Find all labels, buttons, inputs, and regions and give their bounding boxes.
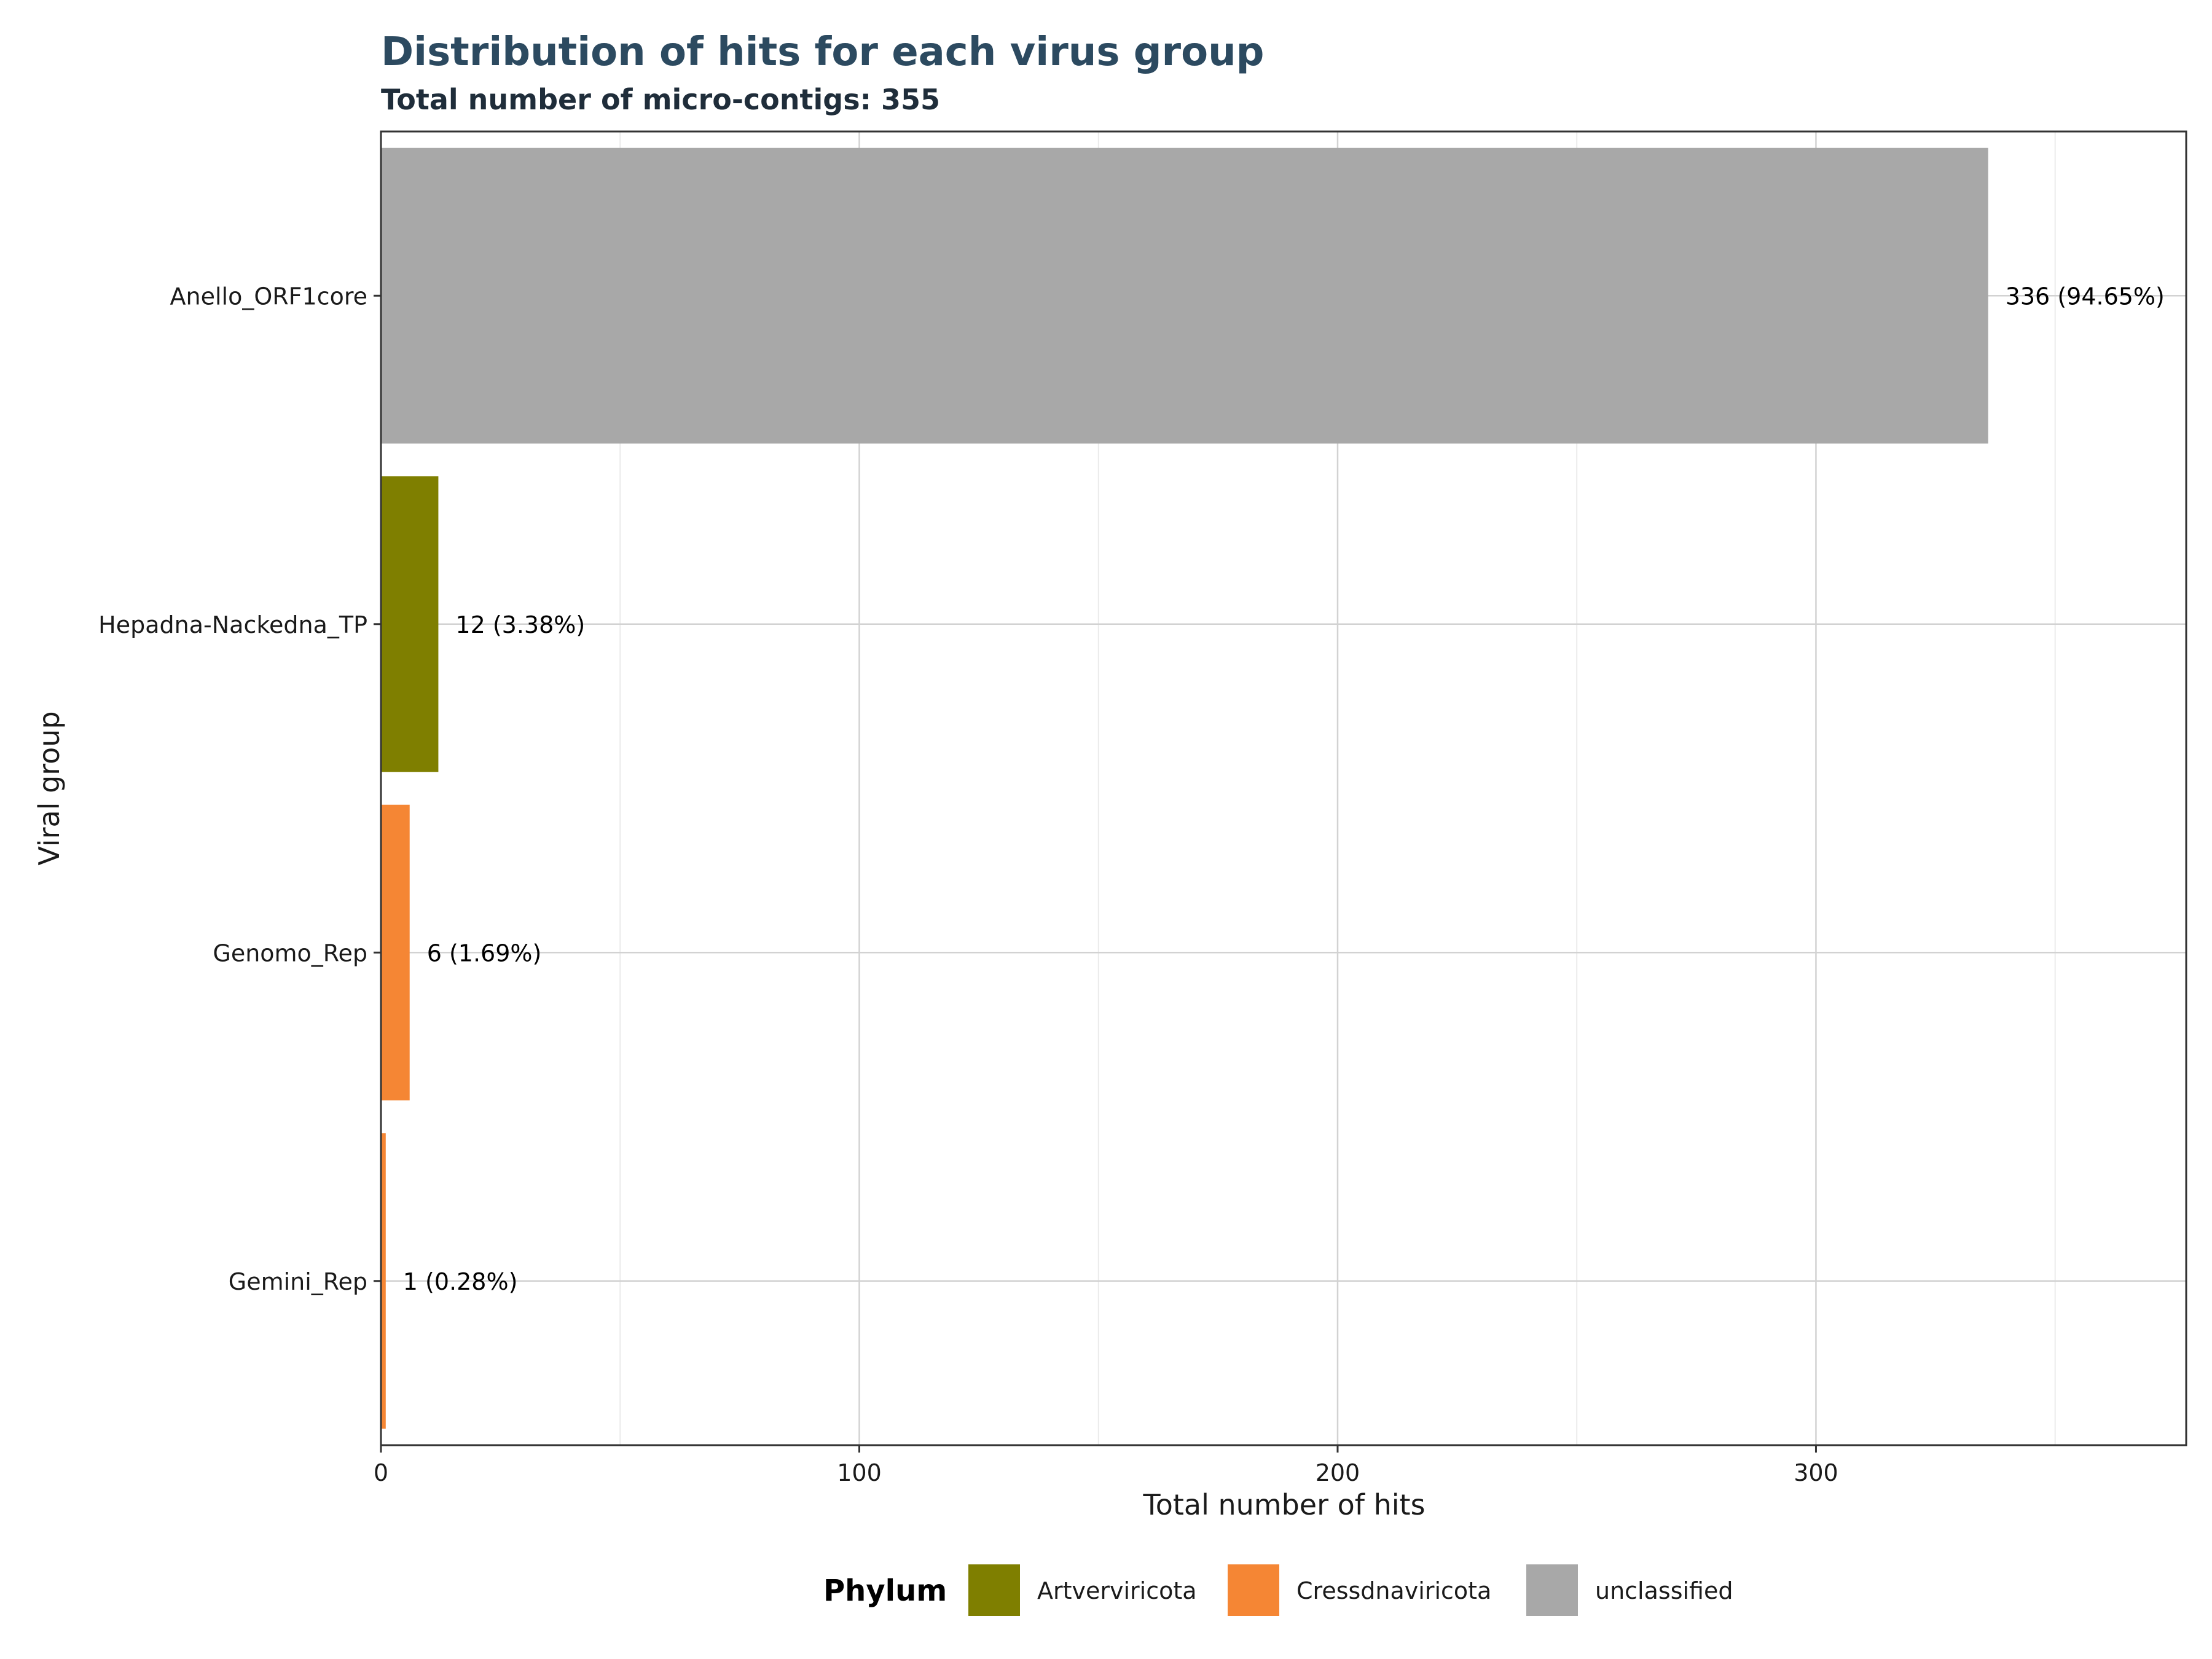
bar: [381, 804, 410, 1100]
bar: [381, 476, 439, 772]
legend-key: [968, 1564, 1020, 1616]
x-axis-label: Total number of hits: [1142, 1488, 1425, 1521]
x-axis-ticks: 0 100 200 300: [374, 1445, 1838, 1486]
plot-panel-border: [380, 130, 2187, 1446]
legend-key: [1526, 1564, 1578, 1616]
y-tick-label: Genomo_Rep: [213, 939, 367, 967]
y-tick-label: Anello_ORF1core: [170, 283, 367, 310]
data-label: 12 (3.38%): [455, 611, 585, 638]
y-axis-ticks: Anello_ORF1core Hepadna-Nackedna_TP Genomo…: [98, 283, 381, 1295]
chart-title: Distribution of hits for each virus grou…: [381, 29, 1264, 75]
x-tick-label: 0: [374, 1459, 388, 1486]
legend-label: unclassified: [1595, 1577, 1733, 1604]
data-label: 6 (1.69%): [427, 939, 542, 967]
bar: [381, 147, 1988, 444]
legend-label: Artverviricota: [1037, 1577, 1197, 1604]
data-label: 1 (0.28%): [403, 1268, 518, 1295]
legend-title: Phylum: [823, 1574, 947, 1608]
x-tick-label: 100: [837, 1459, 882, 1486]
bars: [381, 147, 1988, 1429]
legend: Phylum Artverviricota Cressdnaviricota unc…: [823, 1564, 1733, 1616]
bar: [381, 1133, 386, 1429]
x-tick-label: 300: [1794, 1459, 1838, 1486]
legend-label: Cressdnaviricota: [1296, 1577, 1491, 1604]
y-tick-label: Hepadna-Nackedna_TP: [98, 611, 367, 638]
data-label: 336 (94.65%): [2006, 283, 2165, 310]
data-labels: 336 (94.65%) 12 (3.38%) 6 (1.69%) 1 (0.28%): [403, 283, 2165, 1295]
y-axis-label: Viral group: [33, 711, 66, 865]
y-tick-label: Gemini_Rep: [229, 1268, 367, 1295]
x-tick-label: 200: [1316, 1459, 1360, 1486]
chart-subtitle: Total number of micro-contigs: 355: [381, 83, 940, 116]
legend-key: [1228, 1564, 1279, 1616]
